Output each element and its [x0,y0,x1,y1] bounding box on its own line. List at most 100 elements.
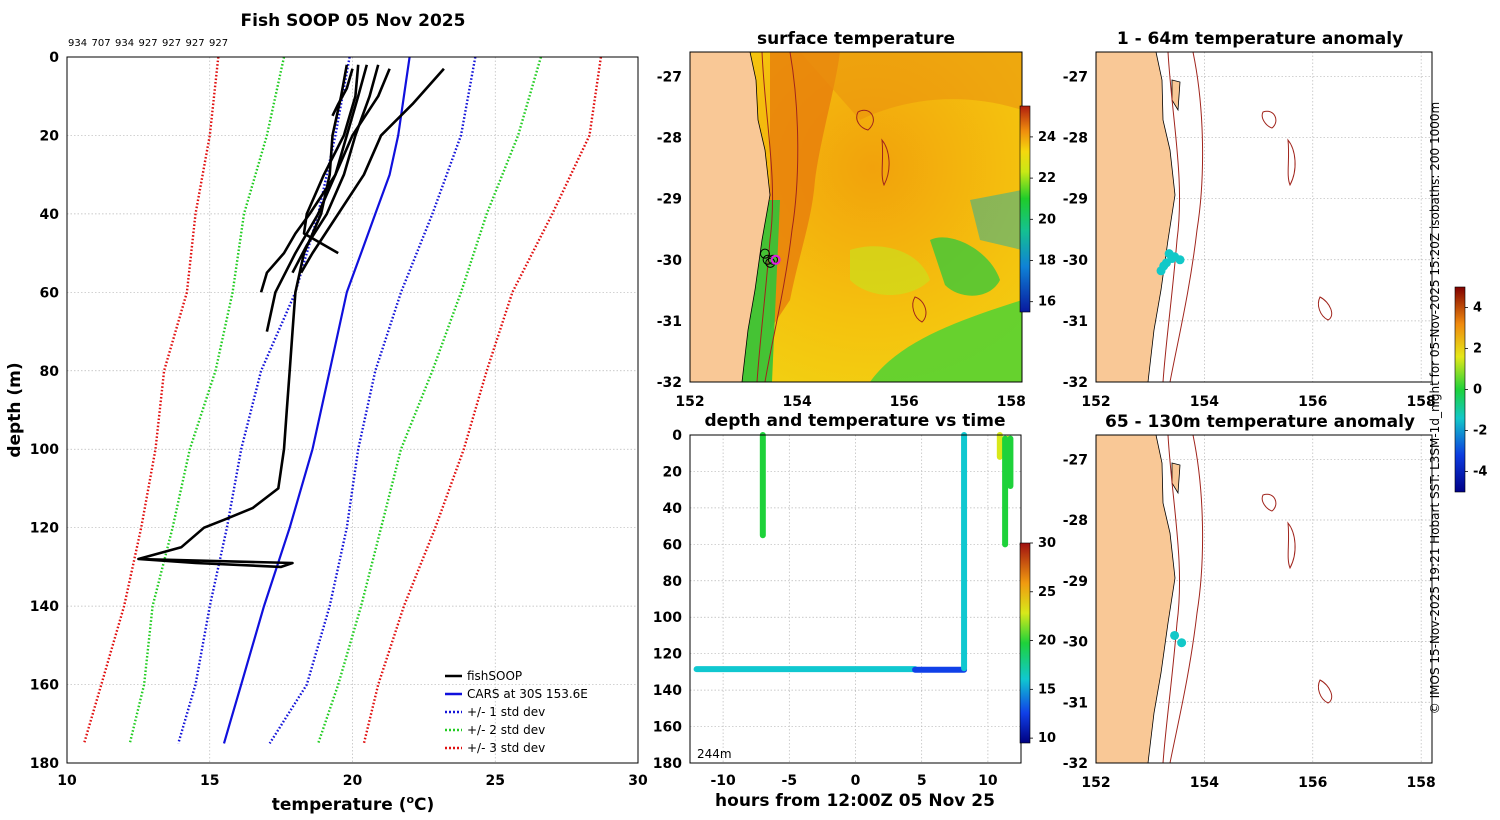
map-x-tick: 154 [1190,775,1219,791]
colorbar-tick-label: 2 [1473,342,1482,357]
legend-std2: +/- 2 std dev [467,723,545,737]
sst-colorbar [1019,105,1031,313]
profile-y-label: depth (m) [5,362,25,457]
profile-y-tick: 40 [40,207,60,223]
cast-id-label: 934 [68,38,87,49]
depth-time-series [693,432,1014,673]
anomaly-shallow-title: 1 - 64m temperature anomaly [1117,29,1403,49]
map-y-tick: -29 [657,192,682,208]
map-y-tick: -28 [657,131,682,147]
map-x-tick: 152 [675,394,704,410]
sst-cool-south [870,300,1022,382]
map-x-tick: 152 [1081,394,1110,410]
map-x-tick: 156 [1298,394,1327,410]
fishsoop-profile-line [259,68,391,293]
depth-time-y-tick: 80 [663,574,683,590]
sst-cool-eddy [930,237,1000,296]
depth-time-x-ticks: -10 -5 0 5 10 [710,773,997,789]
legend-std3: +/- 3 std dev [467,741,545,755]
anomaly-shallow-land [1096,52,1176,382]
map-y-tick: -29 [1063,192,1088,208]
sst-seamount-2 [881,138,890,187]
anomaly-point [1167,254,1177,264]
anomaly-deep-island [1171,462,1181,495]
profile-x-tick: 30 [628,773,648,789]
std-dev-line [128,56,286,744]
colorbar-tick-label: 30 [1038,536,1056,551]
fishsoop-profile-line [302,64,360,255]
depth-time-y-tick: 20 [663,464,683,480]
depth-time-x-tick: -5 [782,773,798,789]
anomaly-deep-land [1096,435,1176,763]
anomaly-shallow-panel: 1 - 64m temperature anomaly 152 154 156 158… [1063,29,1436,410]
sst-seamount-1 [856,109,874,131]
colorbar-tick-label: -2 [1473,424,1487,439]
map-y-tick: -31 [1063,695,1088,711]
profile-x-tick: 25 [486,773,505,789]
sst-map-panel: surface temperature 152 154 156 158 -27-28-… [657,29,1056,410]
anomaly-colorbar [1454,286,1466,493]
legend-std1: +/- 1 std dev [467,705,545,719]
colorbar-tick-label: 20 [1038,212,1056,227]
profile-y-tick: 160 [30,678,59,694]
map-y-tick: -27 [1063,452,1088,468]
map-y-tick: -27 [1063,69,1088,85]
anomaly-shallow-isobath-200 [1162,52,1181,382]
std-dev-line [362,56,603,744]
map-y-tick: -30 [1063,253,1089,269]
profile-series [82,56,603,745]
anomaly-shallow-isobath-1000 [1169,52,1204,382]
profile-y-tick: 0 [49,50,59,66]
cast-id-label: 934 [115,38,134,49]
colorbar-tick-label: 4 [1473,301,1482,316]
map-x-tick: 158 [1407,394,1436,410]
station-marker [759,248,770,259]
colorbar-tick-label: 16 [1038,295,1056,310]
map-y-tick: -27 [657,69,682,85]
depth-time-x-label: hours from 12:00Z 05 Nov 25 [715,791,995,811]
profile-y-tick: 20 [40,128,60,144]
sst-y-ticks: -27 -28 -29 -30 -31 -32 [657,69,683,391]
std-dev-line [177,56,351,744]
depth-time-gridlines [690,434,1021,764]
profile-y-tick: 180 [30,756,59,772]
anomaly-deep-axes-frame [1095,434,1433,764]
depth-time-y-tick: 0 [672,428,682,444]
anomaly-deep-x-ticks: 152 154 156 158 [1081,775,1435,791]
std-dev-line [82,56,220,744]
anomaly-deep-seamount-1 [1261,493,1277,512]
map-x-tick: 156 [1298,775,1327,791]
depth-time-y-ticks: 0 20 40 60 80 100 120 140 160 180 [653,428,682,772]
vessel-position-marker [770,254,781,265]
sst-colorbar-ticks: 16 18 20 22 24 [1030,130,1056,310]
fishsoop-profile-line [291,64,380,274]
cast-id-label: 927 [209,38,228,49]
anomaly-point [1177,638,1187,648]
depth-time-x-tick: 0 [851,773,861,789]
anomaly-shallow-seamount-3 [1317,296,1333,321]
anomaly-deep-points [1170,630,1187,648]
cast-id-label: 927 [139,38,158,49]
map-x-tick: 152 [1081,775,1110,791]
fishsoop-profile-line [299,67,445,274]
depth-time-y-tick: 140 [653,683,682,699]
depth-time-y-tick: 160 [653,720,682,736]
profile-axes-frame [66,56,639,764]
sst-yellow-filament [850,246,930,295]
map-y-tick: -28 [1063,513,1088,529]
cars-climatology-line [222,56,411,744]
depth-time-y-tick: 100 [653,610,682,626]
cast-id-label: 927 [162,38,181,49]
depth-time-y-tick: 120 [653,647,682,663]
anomaly-deep-isobath-1000 [1169,435,1204,763]
profile-legend: fishSOOP CARS at 30S 153.6E +/- 1 std de… [445,669,588,755]
cast-id-labels: 934 707 934 927 927 927 927 [68,38,228,49]
profile-gridlines [66,56,639,764]
anomaly-colorbar-ticks: -4 -2 0 2 4 [1465,301,1487,480]
anomaly-deep-title: 65 - 130m temperature anomaly [1105,412,1415,432]
profile-panel: Fish SOOP 05 Nov 2025 934 707 934 927 927 927… [5,11,648,815]
colorbar-tick-label: 24 [1038,130,1056,145]
map-y-tick: -30 [1063,635,1089,651]
anomaly-shallow-y-ticks: -27 -28 -29 -30 -31 -32 [1063,69,1089,391]
